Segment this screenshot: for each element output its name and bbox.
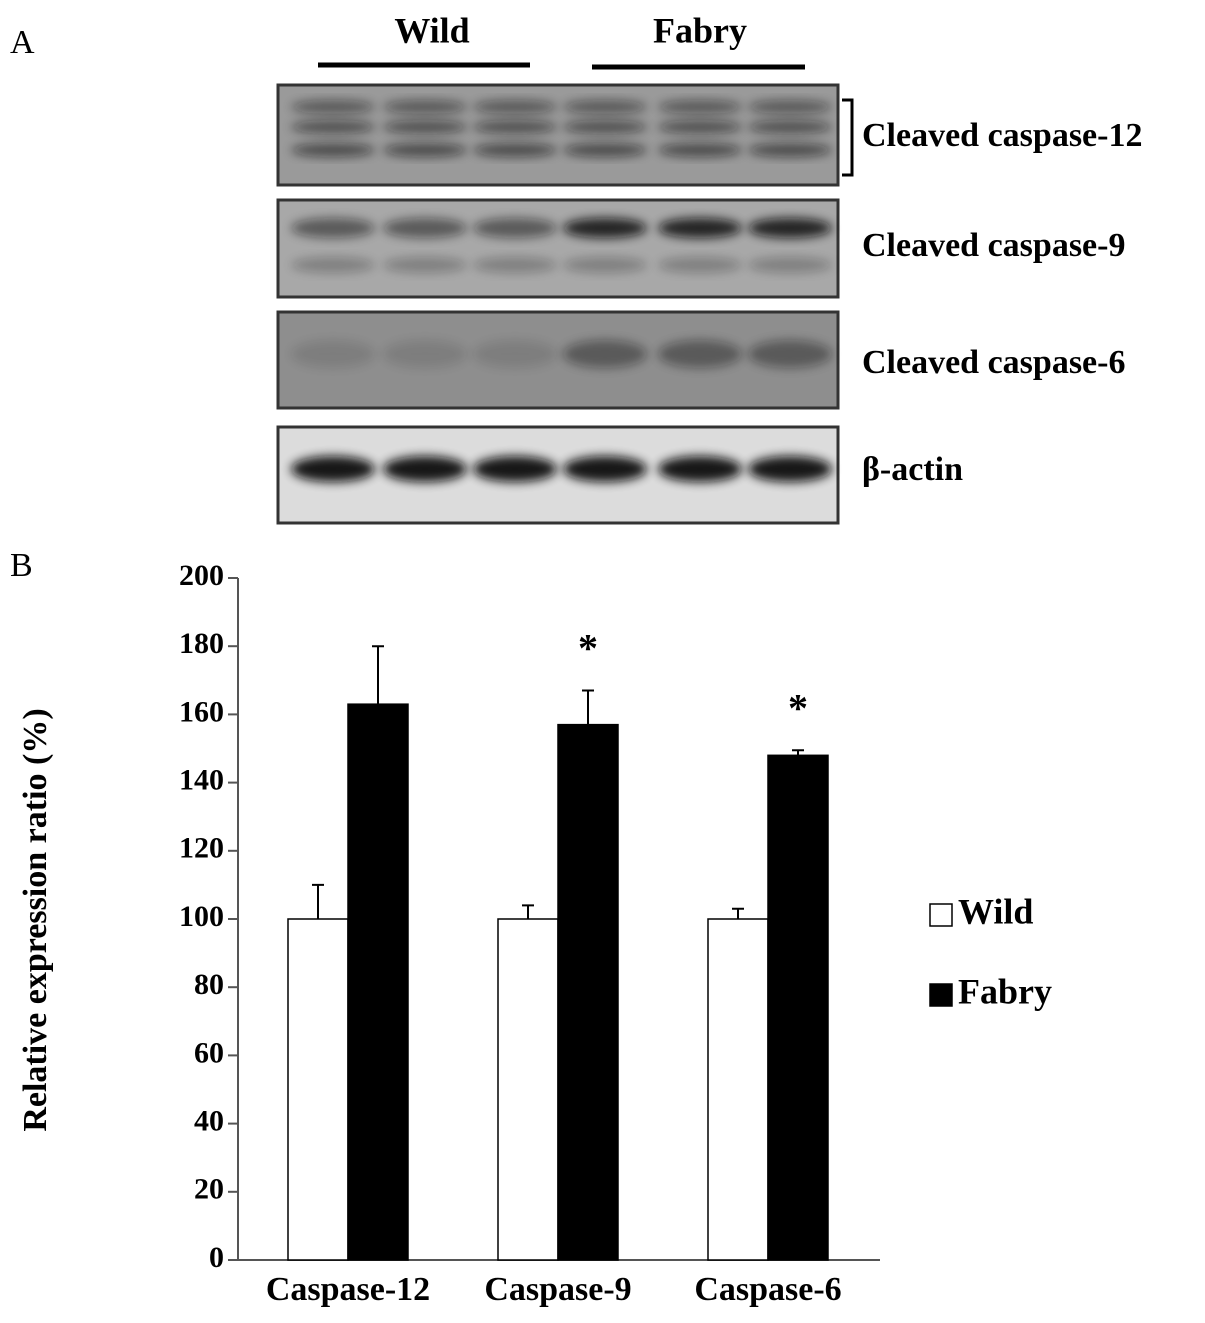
- y-tick-label: 100: [179, 900, 224, 933]
- y-tick-label: 80: [194, 968, 224, 1001]
- x-tick-label: Caspase-12: [266, 1271, 430, 1308]
- blot-band: [748, 456, 832, 482]
- blot-band: [291, 143, 375, 157]
- y-tick-label: 20: [194, 1173, 224, 1206]
- blot-band: [563, 120, 647, 134]
- blot-band: [748, 100, 832, 114]
- blot-band: [291, 218, 375, 238]
- y-tick-label: 200: [179, 559, 224, 592]
- blot-band: [748, 120, 832, 134]
- x-tick-label: Caspase-6: [694, 1271, 841, 1308]
- blot-band: [383, 456, 467, 482]
- blot-band: [748, 218, 832, 238]
- bar: [497, 918, 559, 1261]
- error-bar: [372, 645, 384, 705]
- blot-frame: [276, 310, 840, 410]
- significance-marker: *: [788, 685, 808, 730]
- blot-band: [658, 100, 742, 114]
- blot-band: [658, 143, 742, 157]
- bar: [707, 918, 769, 1261]
- blot-band: [473, 340, 557, 368]
- blot-band: [748, 143, 832, 157]
- legend-label: Fabry: [958, 971, 1052, 1011]
- blot-band: [658, 257, 742, 273]
- y-tick-label: 140: [179, 763, 224, 796]
- band-label: β-actin: [862, 451, 963, 488]
- blot-frame: [276, 425, 840, 525]
- panel-label: A: [10, 24, 35, 61]
- significance-marker: *: [578, 626, 598, 671]
- blot-frame: [276, 83, 840, 187]
- error-bar: [792, 749, 804, 756]
- blot-band: [291, 257, 375, 273]
- error-bar: [732, 907, 744, 919]
- blot-band: [563, 340, 647, 368]
- blot-band: [563, 218, 647, 238]
- bar: [767, 754, 829, 1261]
- blot-band: [291, 100, 375, 114]
- blot-band: [473, 456, 557, 482]
- band-label: Cleaved caspase-9: [862, 227, 1125, 264]
- bar: [287, 918, 349, 1261]
- blot-band: [383, 120, 467, 134]
- blot-band: [473, 143, 557, 157]
- panel-label: B: [10, 547, 33, 584]
- blot-band: [748, 257, 832, 273]
- error-bar: [582, 689, 594, 725]
- bar: [347, 703, 409, 1261]
- group-label: Wild: [394, 10, 469, 50]
- legend-swatch: [929, 903, 953, 927]
- blot-band: [658, 456, 742, 482]
- legend-swatch: [929, 983, 953, 1007]
- y-tick-label: 180: [179, 627, 224, 660]
- blot-band: [658, 120, 742, 134]
- blot-band: [748, 340, 832, 368]
- blot-band: [473, 120, 557, 134]
- blot-band: [383, 257, 467, 273]
- legend-label: Wild: [958, 891, 1033, 931]
- blot-band: [291, 340, 375, 368]
- y-axis-label: Relative expression ratio (%): [17, 708, 54, 1131]
- error-bar: [312, 883, 324, 919]
- x-tick-label: Caspase-9: [484, 1271, 631, 1308]
- blot-band: [291, 456, 375, 482]
- blot-band: [473, 218, 557, 238]
- bar: [557, 723, 619, 1261]
- blots: [276, 83, 840, 525]
- blot-band: [383, 218, 467, 238]
- group-label: Fabry: [653, 10, 747, 50]
- blot-band: [658, 218, 742, 238]
- blot-band: [473, 100, 557, 114]
- blot-band: [563, 143, 647, 157]
- blot-band: [563, 257, 647, 273]
- blot-band: [383, 340, 467, 368]
- blot-band: [383, 143, 467, 157]
- blot-band: [658, 340, 742, 368]
- blot-band: [291, 120, 375, 134]
- blot-frame: [276, 198, 840, 299]
- blot-band: [563, 100, 647, 114]
- y-tick-label: 0: [209, 1241, 224, 1274]
- bracket: [842, 98, 854, 177]
- blot-band: [473, 257, 557, 273]
- y-tick-label: 160: [179, 695, 224, 728]
- y-tick-label: 60: [194, 1036, 224, 1069]
- blot-band: [563, 456, 647, 482]
- band-label: Cleaved caspase-12: [862, 117, 1142, 154]
- band-label: Cleaved caspase-6: [862, 344, 1125, 381]
- blot-band: [383, 100, 467, 114]
- y-tick-label: 40: [194, 1104, 224, 1137]
- error-bar: [522, 904, 534, 919]
- y-tick-label: 120: [179, 832, 224, 865]
